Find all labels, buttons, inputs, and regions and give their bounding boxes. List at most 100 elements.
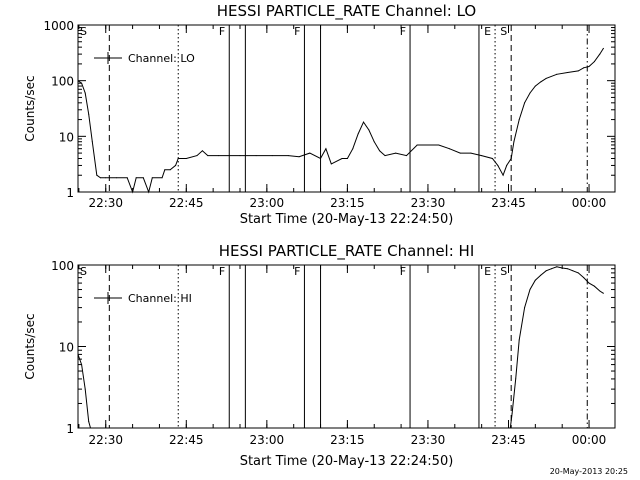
event-marker-label: S	[80, 25, 87, 38]
x-tick-label: 23:15	[330, 433, 365, 447]
data-point	[406, 155, 407, 157]
data-point	[515, 378, 517, 380]
event-marker-label: F	[219, 265, 225, 278]
data-point	[572, 270, 574, 272]
data-point	[438, 144, 440, 146]
y-axis-label: Counts/sec	[23, 75, 37, 141]
data-point	[529, 92, 531, 94]
data-point	[529, 289, 531, 290]
data-point	[368, 129, 370, 131]
data-point	[545, 270, 547, 272]
data-point	[518, 119, 520, 121]
data-point	[218, 155, 219, 157]
data-point	[534, 279, 536, 281]
data-point	[352, 148, 354, 150]
data-point	[151, 177, 153, 179]
data-point	[185, 158, 187, 159]
data-point	[84, 92, 86, 94]
data-point	[593, 61, 595, 63]
data-point	[534, 85, 536, 87]
data-point	[602, 47, 604, 49]
x-tick-label: 23:30	[411, 433, 446, 447]
data-point	[588, 66, 590, 67]
data-point	[384, 155, 386, 157]
data-point	[91, 141, 93, 143]
data-point	[509, 427, 511, 429]
data-point	[363, 121, 364, 123]
data-point	[524, 102, 526, 104]
data-point	[506, 164, 508, 166]
data-point	[510, 158, 512, 159]
data-point	[551, 268, 552, 270]
data-point	[135, 177, 137, 179]
event-marker-label: F	[294, 25, 300, 38]
data-point	[255, 155, 257, 157]
data-point	[320, 158, 321, 159]
x-tick-label: 23:00	[250, 433, 285, 447]
y-tick-label: 10	[59, 341, 74, 355]
event-marker-label: E	[484, 25, 491, 38]
data-point	[196, 155, 198, 157]
legend-label: Channel: HI	[128, 292, 192, 305]
data-point	[90, 427, 91, 429]
data-point	[201, 150, 203, 152]
data-point	[556, 266, 558, 268]
series-line	[77, 266, 604, 429]
data-point	[481, 155, 483, 157]
data-point	[81, 82, 83, 84]
series-line	[77, 48, 604, 194]
y-tick-label: 10	[59, 130, 74, 144]
data-point	[81, 364, 83, 366]
event-marker-label: E	[484, 265, 491, 278]
data-point	[513, 141, 515, 143]
y-tick-label: 1	[66, 422, 74, 436]
data-point	[271, 155, 273, 157]
data-point	[524, 307, 526, 309]
data-point	[395, 152, 397, 154]
data-point	[427, 144, 429, 146]
data-point	[96, 174, 98, 176]
x-tick-label: 22:30	[88, 433, 123, 447]
data-point	[77, 353, 79, 355]
data-point	[599, 290, 601, 292]
footer-timestamp: 20-May-2013 20:25	[549, 467, 628, 476]
data-point	[207, 155, 209, 157]
data-point	[341, 158, 343, 159]
data-point	[518, 339, 520, 341]
data-point	[470, 152, 472, 154]
plot-frame	[77, 264, 616, 429]
data-point	[126, 177, 128, 179]
data-point	[588, 282, 590, 284]
y-tick-label: 1000	[43, 19, 74, 33]
data-point	[567, 268, 569, 270]
data-point	[132, 191, 134, 193]
data-point	[416, 144, 418, 146]
x-tick-label: 23:45	[491, 196, 526, 210]
data-point	[497, 164, 499, 166]
data-point	[599, 53, 601, 55]
x-tick-label: 22:45	[169, 196, 204, 210]
event-marker-label: F	[294, 265, 300, 278]
event-marker-label: S	[500, 25, 507, 38]
data-point	[239, 155, 241, 157]
event-marker-label: F	[400, 265, 406, 278]
data-point	[561, 267, 563, 269]
data-point	[77, 80, 79, 82]
event-marker-label: S	[500, 265, 507, 278]
data-point	[84, 388, 86, 390]
y-tick-label: 1	[66, 186, 74, 200]
data-point	[583, 67, 585, 69]
data-point	[502, 174, 504, 176]
x-tick-label: 23:00	[250, 196, 285, 210]
x-tick-label: 00:00	[572, 196, 607, 210]
x-axis-label: Start Time (20-May-13 22:24:50)	[240, 454, 454, 469]
data-point	[491, 158, 493, 159]
y-axis-label: Counts/sec	[23, 313, 37, 379]
data-point	[116, 177, 117, 179]
event-marker-label: F	[219, 25, 225, 38]
data-point	[142, 177, 144, 179]
data-point	[567, 72, 569, 73]
event-marker-label: F	[400, 25, 406, 38]
data-point	[540, 81, 542, 83]
